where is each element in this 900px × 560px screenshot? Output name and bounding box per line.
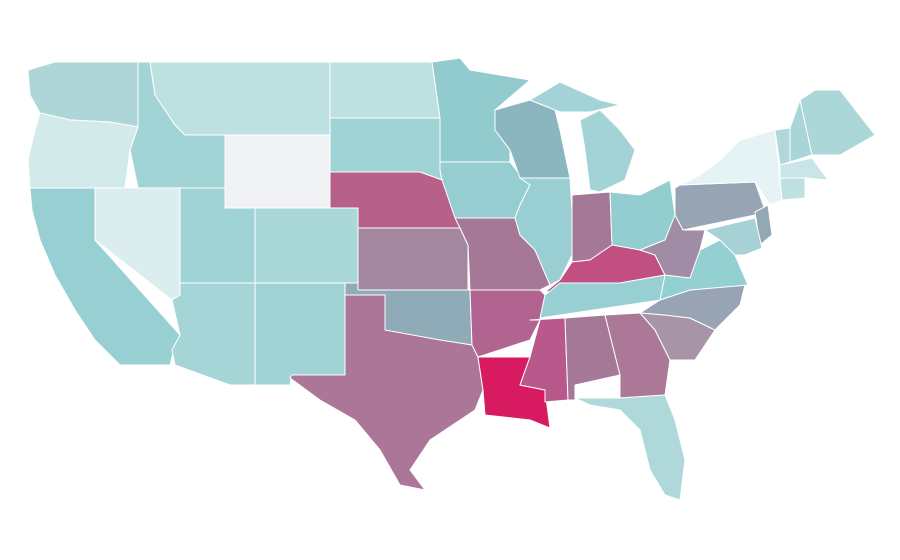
state-region: [799, 89, 876, 156]
state-region: [254, 282, 346, 386]
state-region: [439, 161, 531, 219]
state-region: [469, 289, 546, 358]
state-region: [289, 294, 484, 491]
state-region: [329, 61, 441, 119]
state-region: [529, 81, 621, 113]
state-region: [779, 157, 829, 181]
state-region: [579, 109, 636, 193]
state-region: [639, 214, 706, 279]
state-region: [329, 117, 443, 181]
state-region: [171, 282, 256, 386]
state-region: [779, 177, 806, 201]
state-region: [149, 61, 331, 136]
state-region: [224, 134, 331, 209]
state-region: [254, 207, 359, 284]
state-region: [574, 394, 686, 501]
state-region: [704, 217, 763, 256]
state-region: [27, 112, 139, 189]
state-region: [357, 227, 469, 291]
